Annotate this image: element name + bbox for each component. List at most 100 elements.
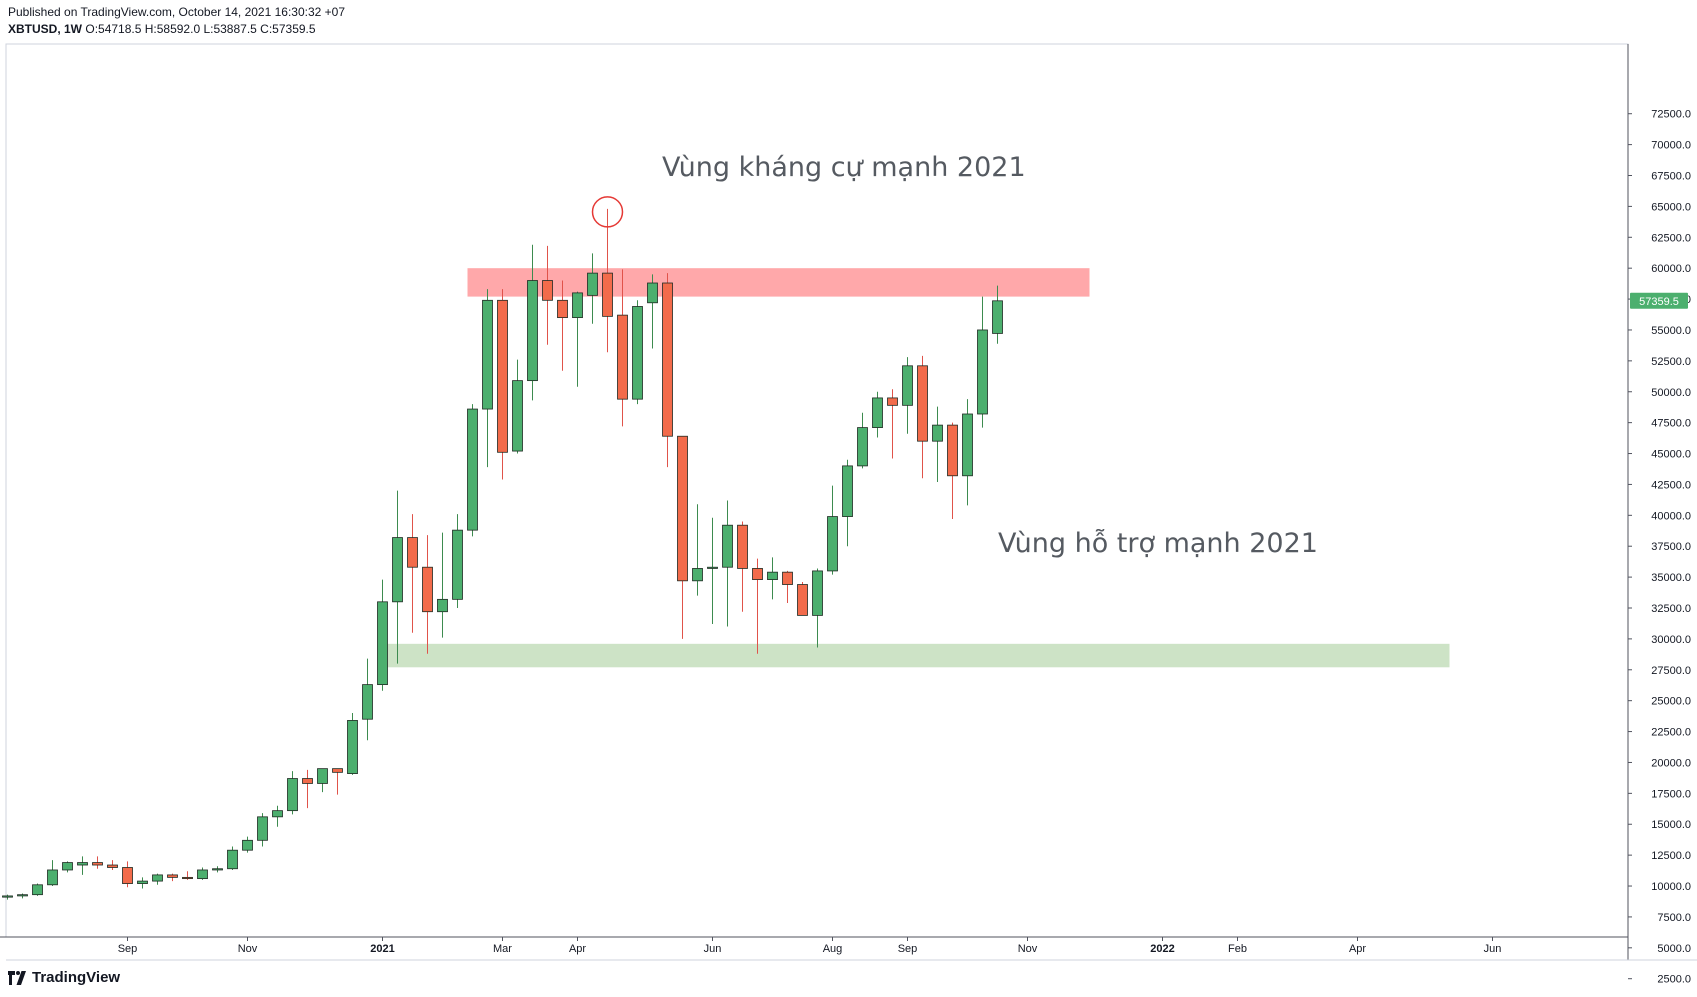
candle (782, 570, 793, 604)
price-tick-label: 40000.0 (1651, 510, 1691, 522)
candle-body (557, 299, 568, 319)
candle (497, 289, 508, 480)
price-tick-label: 72500.0 (1651, 109, 1691, 121)
candle (572, 291, 583, 387)
candle (362, 658, 373, 741)
candle (812, 568, 823, 648)
candle (542, 245, 553, 345)
candle (17, 893, 28, 899)
candle-body (617, 314, 628, 400)
candle-body (152, 874, 163, 882)
candle-body (92, 862, 103, 866)
candle-body (377, 601, 388, 686)
candle-body (227, 849, 238, 870)
candle-body (947, 424, 958, 477)
chart-frame (0, 43, 1697, 961)
candle (962, 399, 973, 506)
time-tick-label: 2021 (370, 943, 394, 955)
candle (122, 861, 133, 888)
candle (737, 521, 748, 612)
candle (197, 867, 208, 880)
candle-body (962, 413, 973, 477)
candle (587, 253, 598, 324)
candle (287, 771, 298, 815)
tradingview-brand[interactable]: TradingView (6, 969, 120, 986)
candle-body (707, 566, 718, 569)
candle (332, 768, 343, 795)
time-axis[interactable]: Sep Nov 2021 Mar Apr Jun Aug Sep Nov 2022 Feb Apr Ju… (118, 937, 1502, 955)
candle-body (422, 566, 433, 613)
published-info: Published on TradingView.com, October 14… (8, 5, 346, 19)
time-tick-label: Mar (493, 943, 512, 955)
candle-body (47, 869, 58, 886)
time-tick-label: Feb (1228, 943, 1247, 955)
candle-body (17, 894, 28, 897)
price-axis[interactable]: 2500.0 5000.0 7500.0 10000.0 12500.0 15000.0 1… (1628, 109, 1691, 986)
candle-body (317, 768, 328, 784)
candle (917, 355, 928, 479)
candle (692, 504, 703, 596)
candle-body (452, 529, 463, 600)
candle (452, 514, 463, 608)
candle (437, 532, 448, 638)
candle-body (392, 537, 403, 603)
candle-body (527, 280, 538, 382)
candle (32, 883, 43, 896)
candle-body (692, 568, 703, 582)
candle-body (887, 397, 898, 406)
price-tick-label: 27500.0 (1651, 665, 1691, 677)
price-tick-label: 55000.0 (1651, 325, 1691, 337)
peak-marker-circle (591, 196, 624, 228)
price-tick-label: 10000.0 (1651, 881, 1691, 893)
candle-body (2, 895, 13, 898)
price-tick-label: 7500.0 (1657, 912, 1691, 924)
candle (62, 861, 73, 873)
candle (677, 435, 688, 639)
candle (932, 406, 943, 482)
candle (212, 866, 223, 873)
candle-body (107, 864, 118, 868)
candle (722, 500, 733, 627)
price-tick-label: 65000.0 (1651, 201, 1691, 213)
candle (662, 273, 673, 468)
symbol-ohlc-line: XBTUSD, 1W O:54718.5 H:58592.0 L:53887.5… (8, 22, 316, 36)
candle-body (512, 380, 523, 452)
price-tick-label: 60000.0 (1651, 263, 1691, 275)
price-tick-label: 5000.0 (1657, 943, 1691, 955)
price-tick-label: 12500.0 (1651, 850, 1691, 862)
candle-body (287, 778, 298, 812)
candle (227, 846, 238, 870)
candle (467, 404, 478, 537)
price-tick-label: 47500.0 (1651, 418, 1691, 430)
candle (857, 412, 868, 469)
candle (257, 813, 268, 847)
candle-body (572, 292, 583, 319)
candle (152, 873, 163, 885)
candle-body (872, 397, 883, 428)
time-tick-label: Nov (238, 943, 258, 955)
price-tick-label: 17500.0 (1651, 788, 1691, 800)
candle-body (587, 272, 598, 296)
candle (977, 296, 988, 428)
price-tick-label: 20000.0 (1651, 757, 1691, 769)
candle (752, 558, 763, 654)
candle (347, 713, 358, 775)
candle-body (182, 876, 193, 880)
candle-body (857, 427, 868, 467)
candle-body (677, 435, 688, 582)
candle-body (812, 570, 823, 616)
candles-layer (2, 208, 1003, 900)
support-zone-label: Vùng hỗ trợ mạnh 2021 (998, 528, 1318, 559)
candle-body (497, 299, 508, 453)
candle (887, 389, 898, 459)
resistance-zone-label: Vùng kháng cự mạnh 2021 (662, 152, 1026, 183)
candle (947, 422, 958, 520)
candle-body (212, 868, 223, 871)
candle-body (32, 884, 43, 896)
resistance-zone (467, 268, 1090, 297)
time-tick-label: Jun (704, 943, 722, 955)
time-tick-label: Sep (118, 943, 138, 955)
candle-body (842, 465, 853, 517)
candle-body (662, 282, 673, 437)
